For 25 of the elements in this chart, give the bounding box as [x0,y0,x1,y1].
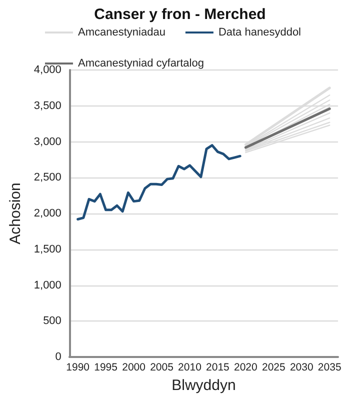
x-tick-label: 2005 [150,362,174,374]
y-tick-label: 2,500 [34,172,62,184]
x-tick-label: 1995 [94,362,118,374]
legend-label: Amcanestyniadau [78,26,166,38]
y-tick-label: 4,000 [34,64,62,76]
x-tick-label: 2010 [178,362,202,374]
y-tick-label: 3,500 [34,100,62,112]
legend-label: Amcanestyniad cyfartalog [78,58,204,70]
legend-label: Data hanesyddol [218,26,302,38]
x-tick-label: 1990 [66,362,90,374]
y-tick-label: 500 [43,315,62,328]
x-tick-label: 2025 [262,362,286,374]
x-tick-label: 2015 [206,362,230,374]
y-axis-title: Achosion [7,182,24,244]
x-axis-title: Blwyddyn [172,376,236,394]
chart-title: Canser y fron - Merched [94,6,266,23]
x-tick-label: 2030 [290,362,314,374]
x-tick-label: 2035 [318,362,342,374]
x-tick-label: 2020 [234,362,258,374]
y-tick-label: 1,500 [34,243,62,256]
y-tick-label: 3,000 [34,136,62,148]
x-tick-label: 2000 [122,362,146,374]
y-tick-label: 2,000 [34,208,62,220]
y-tick-label: 1,000 [34,279,62,292]
y-tick-label: 0 [55,351,62,363]
